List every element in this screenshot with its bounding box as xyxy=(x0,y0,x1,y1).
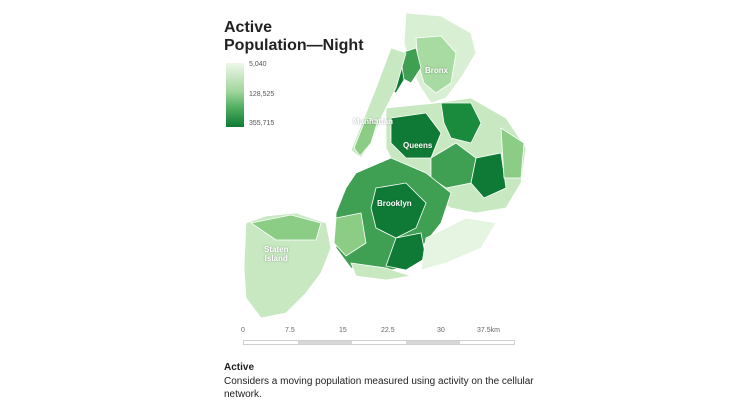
brooklyn-dark-2 xyxy=(385,232,427,271)
label-bronx: Bronx xyxy=(425,66,449,75)
queens-east-2 xyxy=(500,127,525,179)
legend-label-mid: 128,525 xyxy=(249,91,275,98)
label-staten-island-line2: Island xyxy=(264,254,288,263)
brooklyn-south xyxy=(420,217,497,271)
map-title-line-2: Population—Night xyxy=(224,37,364,54)
scale-tick-1: 7.5 xyxy=(285,327,295,334)
map-title: Active Population—Night xyxy=(224,19,364,55)
scale-tick-2: 15 xyxy=(339,327,347,334)
label-queens: Queens xyxy=(403,141,433,150)
description-heading: Active xyxy=(224,362,255,373)
brooklyn-light xyxy=(333,212,367,257)
description-body: Considers a moving population measured u… xyxy=(224,376,534,400)
nyc-population-map xyxy=(243,12,527,319)
brooklyn-dark-1 xyxy=(370,182,427,239)
map-title-line-1: Active xyxy=(224,19,273,36)
scale-segment-2 xyxy=(298,341,352,344)
queens-dark-2 xyxy=(440,102,482,144)
scale-ticks: 0 7.5 15 22.5 30 37.5km xyxy=(241,327,517,339)
scale-segment-1 xyxy=(244,341,298,344)
scale-tick-5: 37.5km xyxy=(477,327,500,334)
scale-tick-0: 0 xyxy=(241,327,245,334)
label-staten-island-line1: Staten xyxy=(264,245,289,254)
legend-label-top: 5,040 xyxy=(249,61,267,68)
legend-color-scale xyxy=(226,63,244,127)
scale-segment-5 xyxy=(460,341,514,344)
scale-segment-3 xyxy=(352,341,406,344)
legend-label-bottom: 355,715 xyxy=(249,120,275,127)
manhattan-midtown xyxy=(353,117,379,157)
scale-segment-4 xyxy=(406,341,460,344)
queens-east xyxy=(470,152,507,199)
staten-island-north xyxy=(249,214,322,241)
brooklyn-coast xyxy=(350,262,412,281)
scale-tick-3: 22.5 xyxy=(381,327,395,334)
scale-tick-4: 30 xyxy=(437,327,445,334)
scale-bar xyxy=(243,340,515,345)
label-manhattan: Manhattan xyxy=(353,117,393,126)
label-brooklyn: Brooklyn xyxy=(377,199,412,208)
label-staten-island: Staten Island xyxy=(264,245,288,263)
